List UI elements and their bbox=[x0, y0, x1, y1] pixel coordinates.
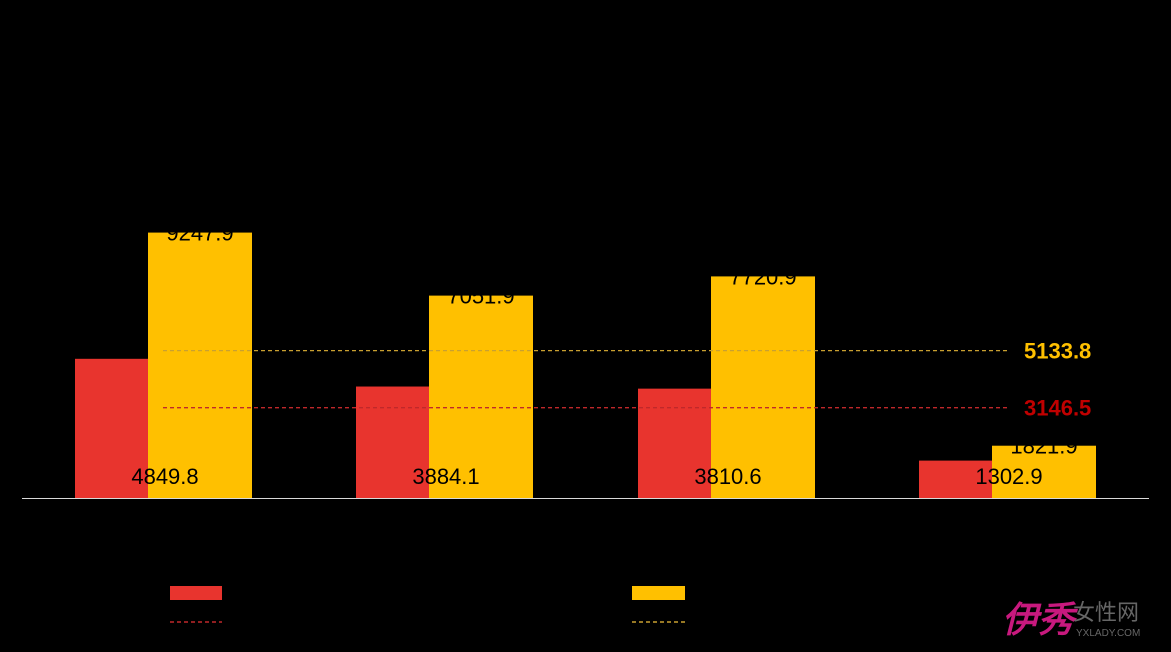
bar-series-2-cat-1 bbox=[148, 232, 252, 498]
reference-line-label-1: 5133.8 bbox=[1024, 339, 1091, 364]
data-label-series-2-cat-2: 7051.9 bbox=[447, 284, 514, 309]
watermark-url: YXLADY.COM bbox=[1076, 628, 1140, 639]
data-label-series-2-cat-3: 7720.9 bbox=[729, 264, 796, 289]
reference-line-label-2: 3146.5 bbox=[1024, 396, 1091, 421]
data-label-series-1-cat-2: 3884.1 bbox=[412, 464, 479, 489]
bar-series-1-cat-4 bbox=[919, 460, 992, 498]
bars-group bbox=[75, 232, 1096, 498]
watermark-sub: 女性网 bbox=[1073, 600, 1139, 625]
bar-series-1-cat-1 bbox=[75, 358, 148, 498]
bar-series-2-cat-4 bbox=[992, 445, 1096, 498]
data-labels-group: 4849.8 3884.1 3810.6 1302.9 9247.9 7051.9 7720… bbox=[131, 221, 1077, 489]
legend-swatch-series-2 bbox=[632, 586, 685, 600]
bar-series-1-cat-3 bbox=[638, 388, 711, 498]
legend bbox=[170, 586, 685, 623]
reference-lines-group: 5133.8 3146.5 bbox=[163, 339, 1091, 421]
watermark-brand: 伊秀 bbox=[1002, 599, 1078, 640]
bar-series-2-cat-3 bbox=[711, 276, 815, 498]
data-label-series-1-cat-3: 3810.6 bbox=[694, 464, 761, 489]
data-label-series-2-cat-4: 1821.9 bbox=[1010, 434, 1077, 459]
data-label-series-1-cat-4: 1302.9 bbox=[975, 464, 1042, 489]
data-label-series-2-cat-1: 9247.9 bbox=[166, 221, 233, 246]
bar-series-2-cat-2 bbox=[429, 295, 533, 498]
legend-swatch-series-1 bbox=[170, 586, 222, 600]
bar-series-1-cat-2 bbox=[356, 386, 429, 498]
watermark-logo: 伊秀 女性网 YXLADY.COM bbox=[1002, 599, 1140, 640]
data-label-series-1-cat-1: 4849.8 bbox=[131, 464, 198, 489]
